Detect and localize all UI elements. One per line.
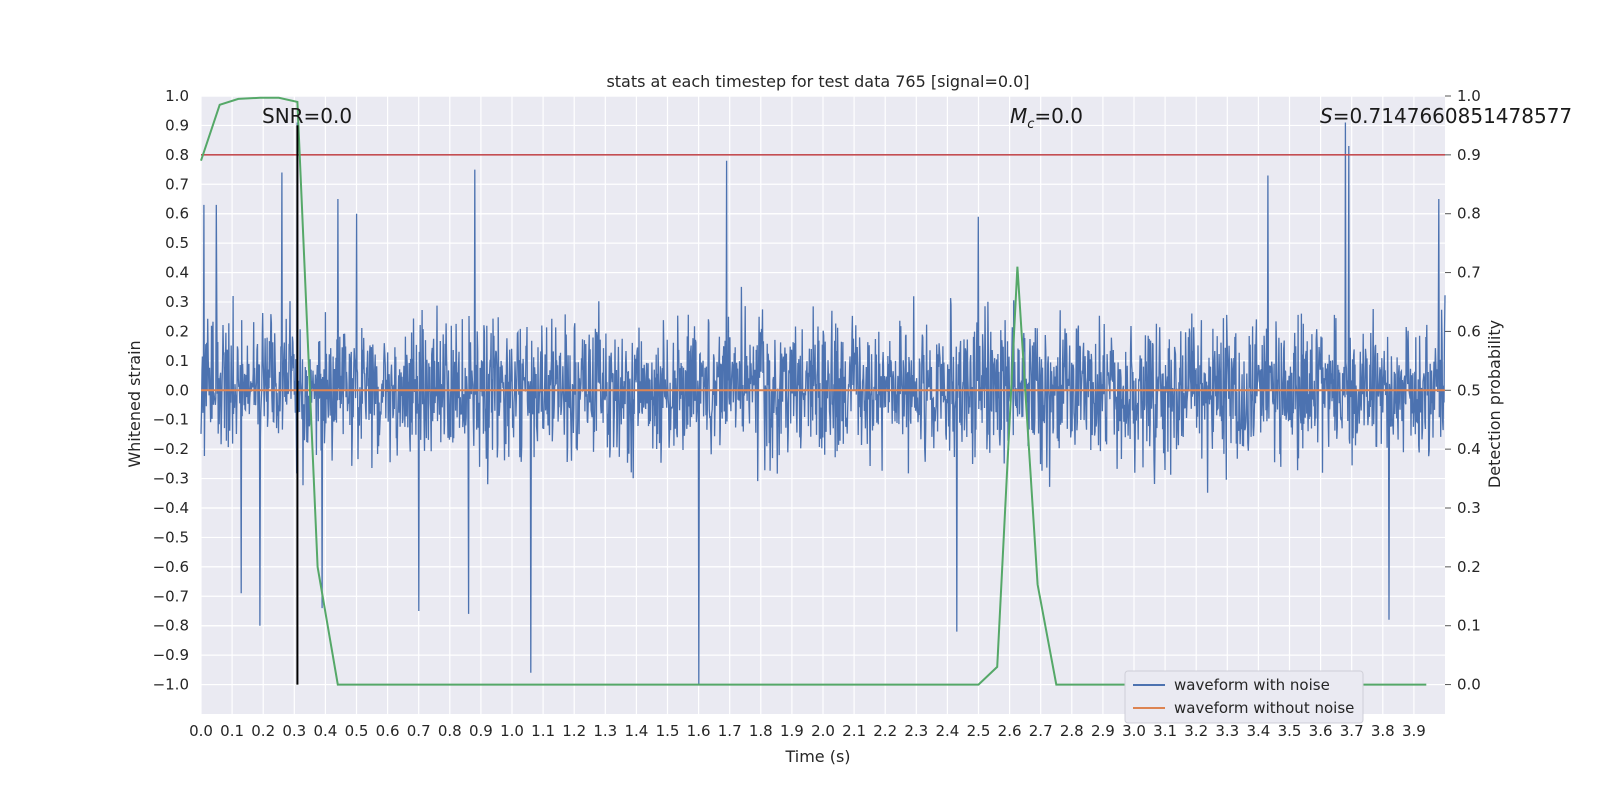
overlay-layer (200, 96, 1445, 686)
y-tick-label-14: −0.4 (153, 499, 189, 517)
x-tick-label-37: 3.7 (1340, 722, 1364, 740)
y-tick-label-11: −0.1 (153, 411, 189, 429)
y-tick-label-15: −0.5 (153, 528, 189, 546)
x-tick-label-36: 3.6 (1309, 722, 1333, 740)
x-tick-label-24: 2.4 (935, 722, 959, 740)
chart-title: stats at each timestep for test data 765… (606, 72, 1029, 91)
y-right-tick-label-5: 0.5 (1457, 381, 1481, 399)
y-right-tick-label-7: 0.3 (1457, 499, 1481, 517)
x-tick-label-21: 2.1 (842, 722, 866, 740)
x-tick-label-19: 1.9 (780, 722, 804, 740)
y-right-tick-label-4: 0.6 (1457, 322, 1481, 340)
x-tick-label-30: 3.0 (1122, 722, 1146, 740)
x-tick-label-3: 0.3 (282, 722, 306, 740)
x-tick-label-23: 2.3 (904, 722, 928, 740)
mc-symbol: M (1010, 104, 1027, 128)
x-tick-label-4: 0.4 (313, 722, 337, 740)
y-tick-label-20: −1.0 (153, 676, 189, 694)
x-tick-label-13: 1.3 (593, 722, 617, 740)
y-right-tick-label-1: 0.9 (1457, 146, 1481, 164)
x-tick-label-14: 1.4 (624, 722, 648, 740)
y-tick-label-16: −0.6 (153, 558, 189, 576)
series-line-detection-probability (200, 96, 1427, 686)
snr-annotation: SNR=0.0 (262, 104, 352, 128)
x-tick-label-0: 0.0 (189, 722, 213, 740)
y-tick-label-3: 0.7 (165, 175, 189, 193)
y-right-tick-label-10: 0.0 (1457, 676, 1481, 694)
s-annotation: S=0.7147660851478577 (1320, 104, 1572, 128)
y-tick-label-6: 0.4 (165, 264, 189, 282)
x-tick-label-12: 1.2 (562, 722, 586, 740)
x-tick-label-5: 0.5 (345, 722, 369, 740)
x-tick-label-2: 0.2 (251, 722, 275, 740)
y-right-tick-label-0: 1.0 (1457, 87, 1481, 105)
x-tick-label-35: 3.5 (1278, 722, 1302, 740)
x-tick-label-27: 2.7 (1029, 722, 1053, 740)
y-tick-label-17: −0.7 (153, 587, 189, 605)
y-tick-label-10: 0.0 (165, 381, 189, 399)
tick-labels: 0.0 0.1 0.2 0.3 0.4 0.5 0.6 0.7 0.8 0.9 1.0 1.1 1.2 1… (153, 87, 1481, 740)
x-tick-label-1: 0.1 (220, 722, 244, 740)
x-tick-label-17: 1.7 (718, 722, 742, 740)
y-tick-label-0: 1.0 (165, 87, 189, 105)
series-layer (200, 122, 1446, 685)
x-tick-label-26: 2.6 (998, 722, 1022, 740)
y-tick-label-9: 0.1 (165, 352, 189, 370)
x-tick-label-10: 1.0 (500, 722, 524, 740)
x-tick-label-32: 3.2 (1184, 722, 1208, 740)
x-tick-label-18: 1.8 (749, 722, 773, 740)
x-tick-label-22: 2.2 (873, 722, 897, 740)
legend-label-noise: waveform with noise (1174, 676, 1330, 694)
x-tick-label-39: 3.9 (1402, 722, 1426, 740)
series-line-waveform-with-noise (200, 122, 1446, 685)
mc-subscript: c (1027, 117, 1034, 132)
y-tick-label-18: −0.8 (153, 617, 189, 635)
mc-annotation: Mc=0.0 (1010, 104, 1083, 132)
y-tick-label-8: 0.2 (165, 322, 189, 340)
x-axis-label: Time (s) (784, 747, 850, 766)
x-tick-label-28: 2.8 (1060, 722, 1084, 740)
x-tick-label-16: 1.6 (687, 722, 711, 740)
x-tick-label-31: 3.1 (1153, 722, 1177, 740)
y-tick-label-4: 0.6 (165, 205, 189, 223)
y-tick-label-1: 0.9 (165, 116, 189, 134)
legend-label-clean: waveform without noise (1174, 699, 1354, 717)
y-right-axis-label: Detection probability (1485, 320, 1504, 488)
y-axis-label: Whitened strain (125, 340, 144, 467)
legend-box (1124, 670, 1364, 724)
x-tick-label-25: 2.5 (967, 722, 991, 740)
y-tick-label-19: −0.9 (153, 646, 189, 664)
x-tick-label-33: 3.3 (1215, 722, 1239, 740)
x-tick-label-8: 0.8 (438, 722, 462, 740)
x-tick-label-38: 3.8 (1371, 722, 1395, 740)
x-tick-label-6: 0.6 (376, 722, 400, 740)
y-right-tick-label-3: 0.7 (1457, 264, 1481, 282)
x-tick-label-20: 2.0 (811, 722, 835, 740)
s-symbol: S (1320, 104, 1333, 128)
x-tick-label-7: 0.7 (407, 722, 431, 740)
s-value: =0.7147660851478577 (1333, 104, 1572, 128)
y-right-tick-label-6: 0.4 (1457, 440, 1481, 458)
legend: waveform with noise waveform without noi… (1124, 670, 1364, 724)
mc-value: =0.0 (1034, 104, 1083, 128)
y-right-tick-label-9: 0.1 (1457, 617, 1481, 635)
y-right-tick-label-8: 0.2 (1457, 558, 1481, 576)
y-tick-label-7: 0.3 (165, 293, 189, 311)
x-tick-label-34: 3.4 (1246, 722, 1270, 740)
y-tick-label-13: −0.3 (153, 470, 189, 488)
x-tick-label-15: 1.5 (656, 722, 680, 740)
x-tick-label-11: 1.1 (531, 722, 555, 740)
y-right-tick-label-2: 0.8 (1457, 205, 1481, 223)
x-tick-label-9: 0.9 (469, 722, 493, 740)
x-tick-label-29: 2.9 (1091, 722, 1115, 740)
y-tick-label-12: −0.2 (153, 440, 189, 458)
y-tick-label-5: 0.5 (165, 234, 189, 252)
y-tick-label-2: 0.8 (165, 146, 189, 164)
